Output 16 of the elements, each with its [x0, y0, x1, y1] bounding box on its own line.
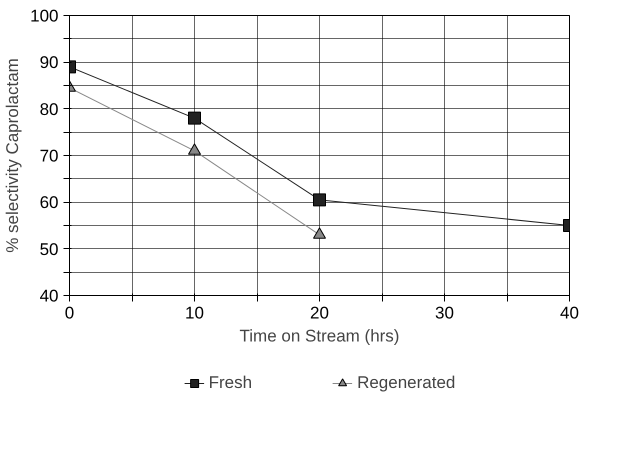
- y-tick-label: 80: [40, 100, 59, 119]
- y-tick-label: 60: [40, 193, 59, 212]
- y-axis-title: % selectivity Caprolactam: [3, 58, 22, 253]
- x-tick-label: 10: [185, 304, 204, 322]
- y-tick-label: 100: [30, 6, 59, 26]
- y-tick-label: 70: [40, 146, 59, 166]
- x-tick-label: 20: [310, 304, 329, 322]
- y-tick-label: 90: [40, 53, 59, 72]
- legend-label: Regenerated: [357, 373, 456, 393]
- x-tick-label: 0: [64, 304, 74, 322]
- x-tick-label: 40: [560, 304, 579, 322]
- x-tick-label: 30: [435, 304, 454, 322]
- y-tick-label: 50: [40, 240, 59, 259]
- x-axis-title: Time on Stream (hrs): [240, 326, 400, 346]
- y-tick-label: 40: [40, 286, 59, 306]
- legend-label: Fresh: [208, 373, 252, 393]
